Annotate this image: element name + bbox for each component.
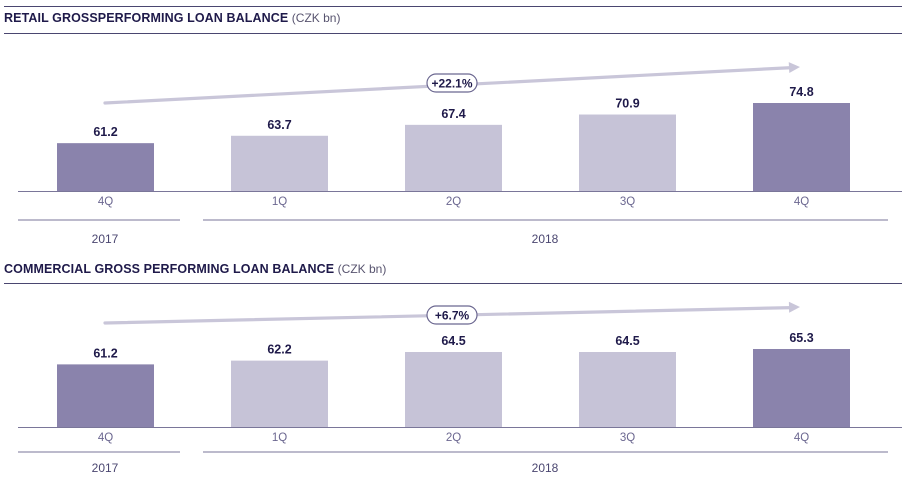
category-label: 3Q — [620, 196, 635, 208]
growth-badge — [426, 305, 478, 325]
value-label: 74.8 — [789, 85, 813, 99]
category-label: 4Q — [794, 432, 809, 444]
year-label-2018: 2018 — [532, 461, 559, 475]
bar — [579, 352, 676, 427]
bar — [405, 352, 502, 427]
value-label: 63.7 — [267, 118, 291, 132]
year-label-2018: 2018 — [532, 232, 559, 246]
commercial-bar-chart: +6.7% 61.2 4Q 62.2 1Q 64.5 2Q 64.5 3Q 65.3 4Q 2017 2… — [18, 301, 902, 475]
category-label: 4Q — [98, 432, 113, 444]
value-label: 64.5 — [441, 334, 465, 348]
bar — [231, 360, 328, 427]
chart-unit: (CZK bn) — [291, 11, 341, 25]
growth-arrow-head — [788, 301, 800, 313]
value-label: 61.2 — [93, 125, 117, 139]
bar — [57, 364, 154, 427]
bar — [753, 103, 850, 191]
category-label: 1Q — [272, 432, 287, 444]
bar — [753, 349, 850, 427]
chart-unit: (CZK bn) — [337, 262, 387, 276]
category-label: 2Q — [446, 432, 461, 444]
chart-title-text: RETAIL GROSSPERFORMING LOAN BALANCE — [4, 11, 289, 25]
year-label-2017: 2017 — [92, 232, 119, 246]
category-label: 4Q — [794, 196, 809, 208]
value-label: 64.5 — [615, 334, 639, 348]
value-label: 61.2 — [93, 346, 117, 360]
growth-badge-label: +22.1% — [431, 77, 472, 91]
category-label: 4Q — [98, 196, 113, 208]
value-label: 70.9 — [615, 97, 639, 111]
category-label: 2Q — [446, 196, 461, 208]
retail-chart-panel: RETAIL GROSSPERFORMING LOAN BALANCE (CZK… — [4, 6, 902, 246]
chart-title: RETAIL GROSSPERFORMING LOAN BALANCE (CZK… — [4, 11, 340, 25]
value-label: 67.4 — [441, 107, 465, 121]
bar — [579, 114, 676, 191]
bar — [231, 135, 328, 191]
top-rule — [4, 6, 902, 7]
chart-title-text: COMMERCIAL GROSS PERFORMING LOAN BALANCE — [4, 262, 335, 276]
title-rule — [4, 283, 902, 284]
commercial-chart-panel: COMMERCIAL GROSS PERFORMING LOAN BALANCE… — [0, 252, 910, 480]
category-label: 3Q — [620, 432, 635, 444]
category-label: 1Q — [272, 196, 287, 208]
bar — [405, 124, 502, 191]
value-label: 65.3 — [789, 331, 813, 345]
title-rule — [4, 33, 902, 34]
growth-badge-label: +6.7% — [435, 309, 470, 323]
bar — [57, 143, 154, 191]
growth-arrow-head — [788, 62, 800, 74]
growth-badge — [426, 73, 478, 93]
year-label-2017: 2017 — [92, 461, 119, 475]
chart-title: COMMERCIAL GROSS PERFORMING LOAN BALANCE… — [4, 262, 386, 276]
retail-bar-chart: +22.1% 61.2 4Q 63.7 1Q 67.4 2Q 70.9 3Q 74.8 4Q 2017… — [18, 62, 902, 246]
value-label: 62.2 — [267, 343, 291, 357]
